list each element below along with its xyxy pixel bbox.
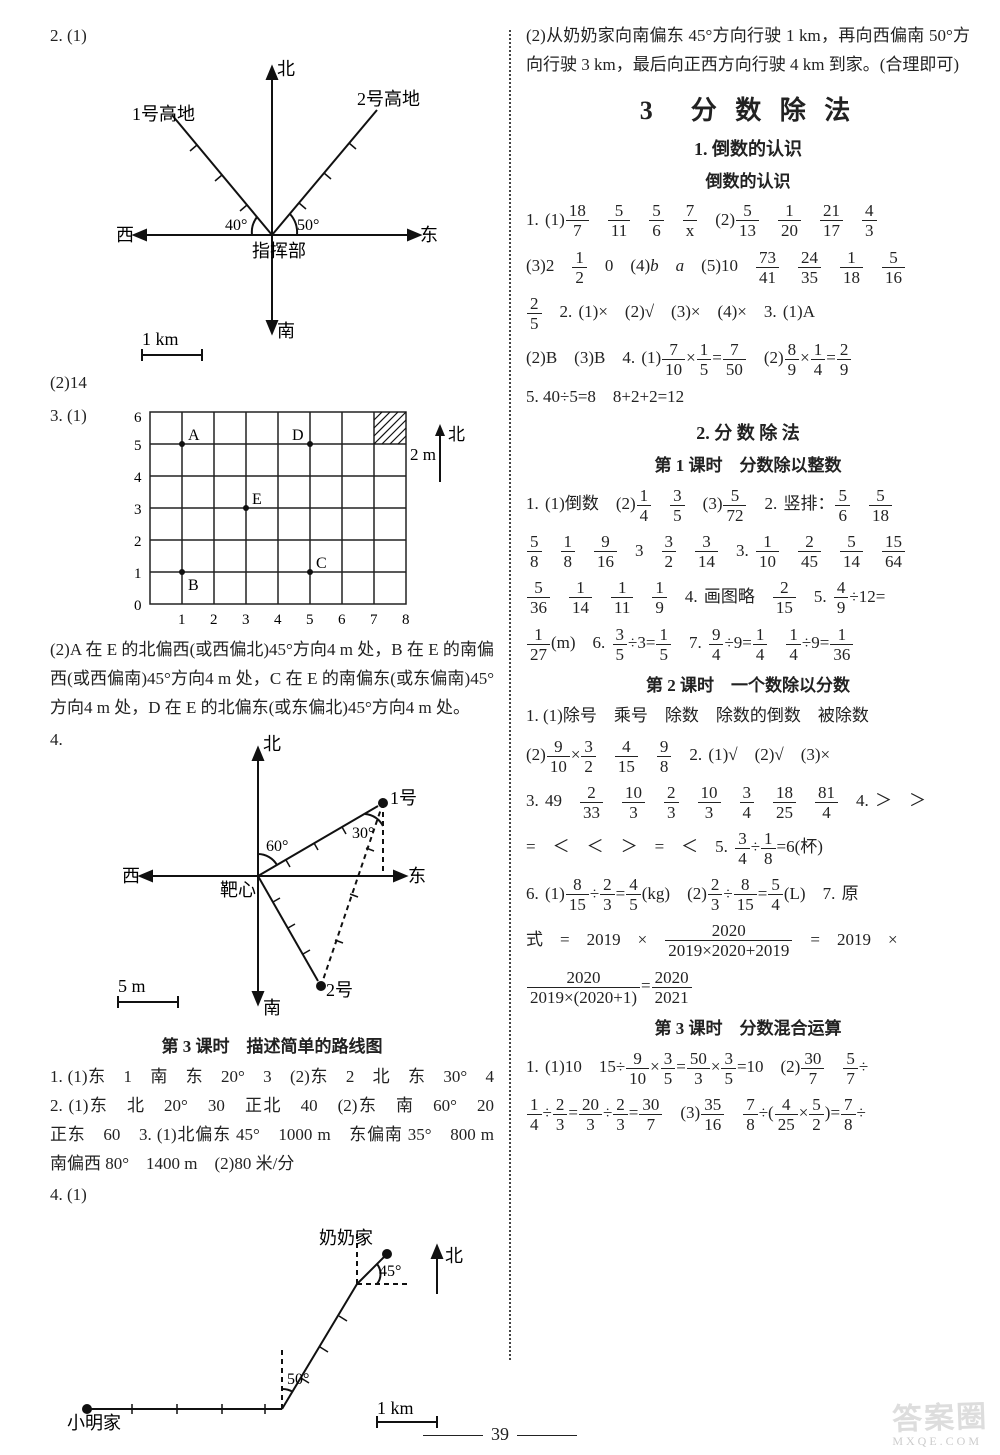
l1-line2: 58 18 916 3 32 314 3. 110 245 514 1564 — [526, 529, 970, 573]
compass1-aw: 40° — [225, 217, 247, 234]
svg-text:东: 东 — [408, 866, 426, 886]
svg-text:E: E — [252, 491, 262, 508]
compass1-ae: 50° — [297, 217, 319, 234]
svg-text:0: 0 — [134, 598, 142, 614]
q3-label: 3. (1) — [50, 402, 87, 431]
svg-text:4: 4 — [274, 612, 282, 628]
grid-diagram: A D B C E 0 1 2 3 4 5 6 1 2 3 4 5 6 7 8 北 2 m — [100, 402, 480, 632]
q2-label: 2. (1) — [50, 22, 494, 51]
svg-text:5: 5 — [134, 438, 142, 454]
watermark: 答案圈 — [891, 1391, 988, 1438]
compass-diagram-1: 北 南 东 西 指挥部 2号高地 1号高地 40° 50° — [102, 55, 442, 345]
svg-text:2: 2 — [134, 534, 142, 550]
l2-line4: = ＜ ＜ ＞ = ＜ 5. 34÷18=6(杯) — [526, 825, 970, 869]
svg-text:北: 北 — [263, 734, 281, 754]
svg-text:4: 4 — [134, 470, 142, 486]
svg-text:1: 1 — [178, 612, 186, 628]
q4-1-label: 4. (1) — [50, 1181, 494, 1210]
svg-text:南: 南 — [263, 998, 281, 1018]
svg-text:60°: 60° — [266, 838, 288, 855]
svg-text:B: B — [188, 577, 199, 594]
compass1-nw: 1号高地 — [132, 104, 195, 124]
watermark-url: MXQE.COM — [892, 1434, 982, 1449]
svg-text:北: 北 — [448, 425, 465, 444]
svg-text:7: 7 — [370, 612, 378, 628]
svg-text:D: D — [292, 427, 304, 444]
lesson3-title: 第 3 课时 描述简单的路线图 — [50, 1032, 494, 1057]
q3-2-text: (2)A 在 E 的北偏西(或西偏北)45°方向4 m 处，B 在 E 的南偏西… — [50, 636, 494, 723]
svg-text:靶心: 靶心 — [220, 880, 256, 900]
chapter-title: 3 分 数 除 法 — [526, 90, 970, 127]
svg-text:C: C — [316, 555, 327, 572]
l3-line2: 14÷23=203÷23=307 (3)3516 78÷(425×52)=78÷ — [526, 1091, 970, 1135]
svg-text:A: A — [188, 427, 200, 444]
l2-line2: (2)910×32 415 98 2. (1)√ (2)√ (3)× — [526, 733, 970, 777]
svg-text:2 m: 2 m — [410, 445, 436, 464]
svg-text:2: 2 — [210, 612, 218, 628]
l1-title: 第 1 课时 分数除以整数 — [526, 451, 970, 476]
compass1-w: 西 — [116, 225, 134, 245]
l1-line1: 1. (1)倒数 (2)14 35 (3)572 2. 竖排：56 518 — [526, 482, 970, 526]
sec1-sub: 倒数的认识 — [526, 167, 970, 192]
l2-line1: 1. (1)除号 乘号 除数 除数的倒数 被除数 — [526, 702, 970, 731]
compass1-center: 指挥部 — [252, 241, 306, 261]
svg-text:西: 西 — [122, 866, 140, 886]
svg-text:3: 3 — [242, 612, 250, 628]
sec1-line3: 25 2. (1)× (2)√ (3)× (4)× 3. (1)A — [526, 290, 970, 334]
route-diagram: 小明家 奶奶家 北 50° 45° 1 km — [57, 1214, 487, 1444]
svg-text:30°: 30° — [352, 825, 374, 842]
l1-line3: 536 114 111 19 4. 画图略 215 5. 49÷12= — [526, 575, 970, 619]
compass1-s: 南 — [277, 321, 295, 341]
svg-text:北: 北 — [445, 1246, 463, 1266]
l2-title: 第 2 课时 一个数除以分数 — [526, 671, 970, 696]
l2-line3: 3. 49 233 103 23 103 34 1825 814 4. ＞ ＞ — [526, 779, 970, 823]
svg-text:45°: 45° — [379, 1263, 401, 1280]
svg-text:1: 1 — [134, 566, 142, 582]
l3-title: 第 3 课时 分数混合运算 — [526, 1014, 970, 1039]
sec1-line1: 1. (1)187 511 56 7x (2)513 120 2117 43 — [526, 198, 970, 242]
svg-text:2号: 2号 — [326, 980, 353, 1000]
svg-text:8: 8 — [402, 612, 410, 628]
svg-text:1号: 1号 — [390, 788, 417, 808]
lesson3-answers: 1. (1)东 1 南 东 20° 3 (2)东 2 北 东 30° 4 2. … — [50, 1063, 494, 1179]
svg-text:1 km: 1 km — [377, 1398, 414, 1418]
sec2-title: 2. 分 数 除 法 — [526, 419, 970, 445]
l3-line1: 1. (1)10 15÷910×35=503×35=10 (2)307 57÷ — [526, 1045, 970, 1089]
q2-2: (2)14 — [50, 369, 494, 398]
svg-text:5 m: 5 m — [118, 976, 146, 996]
compass1-n: 北 — [277, 59, 295, 79]
svg-text:6: 6 — [338, 612, 346, 628]
svg-text:3: 3 — [134, 502, 142, 518]
sec1-title: 1. 倒数的认识 — [526, 135, 970, 161]
l2-line6: 式 = 2019 × 20202019×2020+2019 = 2019 × — [526, 918, 970, 962]
page-footer: 39 — [0, 1424, 1000, 1445]
svg-text:5: 5 — [306, 612, 314, 628]
sec1-line2: (3)2 12 0 (4)b a (5)10 7341 2435 118 516 — [526, 244, 970, 288]
l2-line5: 6. (1)815÷23=45(kg) (2)23÷815=54(L) 7. 原 — [526, 872, 970, 916]
svg-text:6: 6 — [134, 410, 142, 426]
intro-text: (2)从奶奶家向南偏东 45°方向行驶 1 km，再向西偏南 50°方向行驶 3… — [526, 22, 970, 80]
svg-text:奶奶家: 奶奶家 — [319, 1228, 373, 1248]
svg-text:1 km: 1 km — [142, 329, 179, 349]
l2-line7: 20202019×(2020+1)=20202021 — [526, 964, 970, 1008]
compass1-e: 东 — [420, 225, 438, 245]
sec1-line4: (2)B (3)B 4. (1)710×15=750 (2)89×14=29 — [526, 336, 970, 380]
q4-label: 4. — [50, 726, 63, 755]
compass1-ne: 2号高地 — [357, 89, 420, 109]
svg-text:50°: 50° — [287, 1371, 309, 1388]
sec1-line5: 5. 40÷5=8 8+2+2=12 — [526, 383, 970, 412]
compass-diagram-2: 北 南 东 西 靶心 1号 2号 60° 30° 5 m — [98, 726, 458, 1026]
l1-line4: 127(m) 6. 35÷3=15 7. 94÷9=14 14÷9=136 — [526, 621, 970, 665]
